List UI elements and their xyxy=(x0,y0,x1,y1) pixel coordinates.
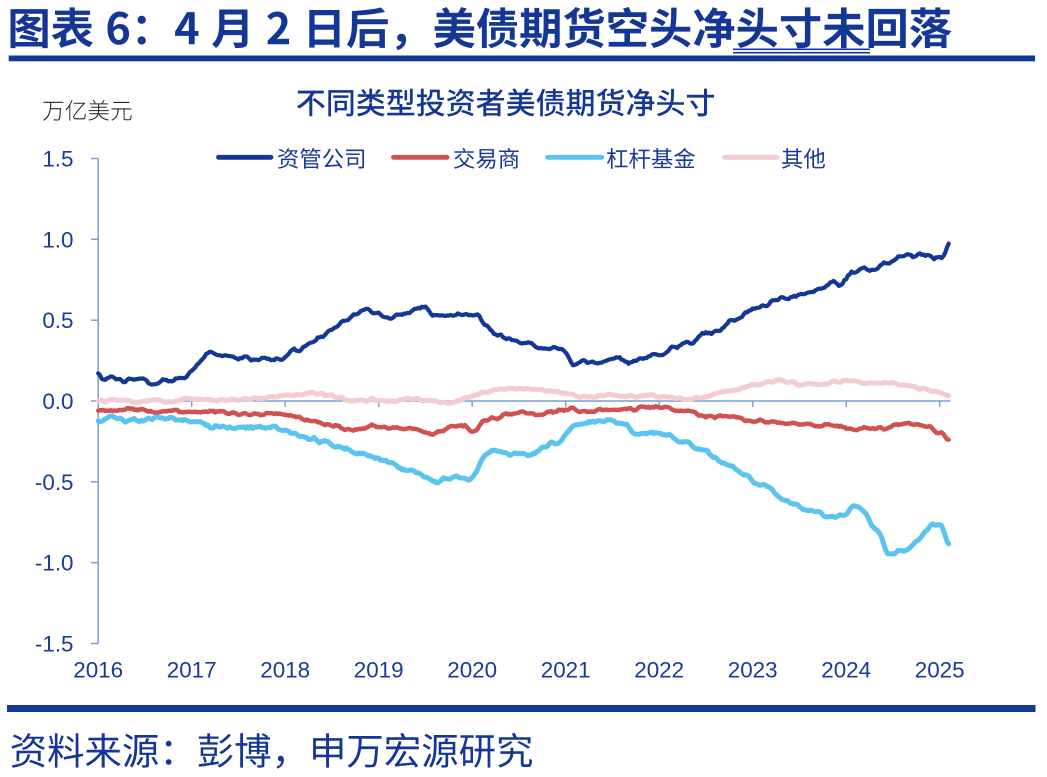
svg-text:2021: 2021 xyxy=(541,658,591,683)
svg-text:2019: 2019 xyxy=(354,658,404,683)
svg-text:1.0: 1.0 xyxy=(42,227,73,252)
svg-text:2025: 2025 xyxy=(915,658,965,683)
svg-text:2017: 2017 xyxy=(167,658,217,683)
svg-text:2020: 2020 xyxy=(447,658,497,683)
svg-text:1.5: 1.5 xyxy=(42,147,73,172)
svg-text:2023: 2023 xyxy=(728,658,778,683)
svg-text:2016: 2016 xyxy=(73,658,123,683)
svg-text:0.5: 0.5 xyxy=(42,308,73,333)
svg-text:2024: 2024 xyxy=(821,658,871,683)
svg-text:-1.0: -1.0 xyxy=(35,551,74,576)
svg-text:2022: 2022 xyxy=(634,658,684,683)
svg-text:-0.5: -0.5 xyxy=(35,470,74,495)
svg-text:0.0: 0.0 xyxy=(42,389,73,414)
svg-text:-1.5: -1.5 xyxy=(35,632,74,657)
svg-text:2018: 2018 xyxy=(260,658,310,683)
